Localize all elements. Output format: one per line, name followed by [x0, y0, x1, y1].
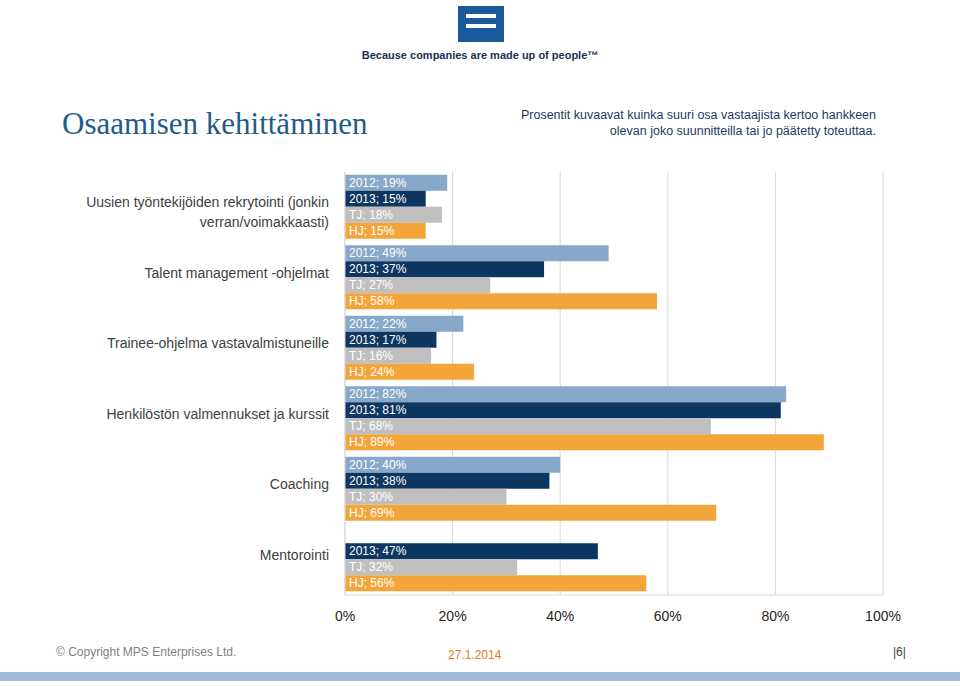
svg-text:TJ; 32%: TJ; 32%: [349, 560, 393, 574]
svg-text:Uusien työntekijöiden rekrytoi: Uusien työntekijöiden rekrytointi (jonki…: [86, 194, 329, 230]
svg-text:2012; 49%: 2012; 49%: [349, 246, 407, 260]
svg-text:2013; 47%: 2013; 47%: [349, 544, 407, 558]
svg-text:20%: 20%: [439, 608, 467, 624]
html-text:27.1.2014: 27.1.2014: [448, 648, 502, 662]
svg-text:Mentorointi: Mentorointi: [260, 547, 329, 563]
svg-text:100%: 100%: [865, 608, 901, 624]
svg-text:Talent management -ohjelmat: Talent management -ohjelmat: [145, 265, 330, 281]
svg-text:2013; 15%: 2013; 15%: [349, 192, 407, 206]
svg-text:60%: 60%: [654, 608, 682, 624]
svg-text:HJ; 58%: HJ; 58%: [349, 294, 395, 308]
svg-text:Coaching: Coaching: [270, 476, 329, 492]
svg-text:HJ; 69%: HJ; 69%: [349, 506, 395, 520]
html-text:Prosentit kuvaavat kuinka suur: Prosentit kuvaavat kuinka suuri osa vast…: [520, 108, 876, 138]
svg-text:TJ; 30%: TJ; 30%: [349, 490, 393, 504]
svg-text:HJ; 24%: HJ; 24%: [349, 365, 395, 379]
svg-text:2012; 22%: 2012; 22%: [349, 317, 407, 331]
svg-text:HJ; 89%: HJ; 89%: [349, 435, 395, 449]
svg-text:40%: 40%: [546, 608, 574, 624]
svg-text:HJ; 15%: HJ; 15%: [349, 224, 395, 238]
svg-text:TJ; 16%: TJ; 16%: [349, 349, 393, 363]
svg-text:2013; 17%: 2013; 17%: [349, 333, 407, 347]
html-text:Osaamisen kehittäminen: Osaamisen kehittäminen: [62, 106, 368, 141]
svg-text:0%: 0%: [335, 608, 355, 624]
html-text:© Copyright MPS Enterprises Lt: © Copyright MPS Enterprises Ltd.: [56, 645, 237, 659]
svg-text:TJ; 68%: TJ; 68%: [349, 419, 393, 433]
svg-text:2013; 37%: 2013; 37%: [349, 262, 407, 276]
svg-text:2012; 40%: 2012; 40%: [349, 458, 407, 472]
svg-text:2013; 38%: 2013; 38%: [349, 474, 407, 488]
html-text:Because companies are made up: Because companies are made up of people™: [361, 49, 599, 61]
svg-text:2012; 82%: 2012; 82%: [349, 387, 407, 401]
svg-text:TJ; 18%: TJ; 18%: [349, 208, 393, 222]
svg-text:Henkilöstön valmennukset ja ku: Henkilöstön valmennukset ja kurssit: [106, 406, 329, 422]
svg-text:80%: 80%: [761, 608, 789, 624]
svg-text:2012; 19%: 2012; 19%: [349, 176, 407, 190]
html-text:|6|: |6|: [893, 645, 906, 659]
svg-text:TJ; 27%: TJ; 27%: [349, 278, 393, 292]
svg-text:2013; 81%: 2013; 81%: [349, 403, 407, 417]
svg-text:Trainee-ohjelma vastavalmistun: Trainee-ohjelma vastavalmistuneille: [107, 335, 329, 351]
svg-text:HJ; 56%: HJ; 56%: [349, 576, 395, 590]
